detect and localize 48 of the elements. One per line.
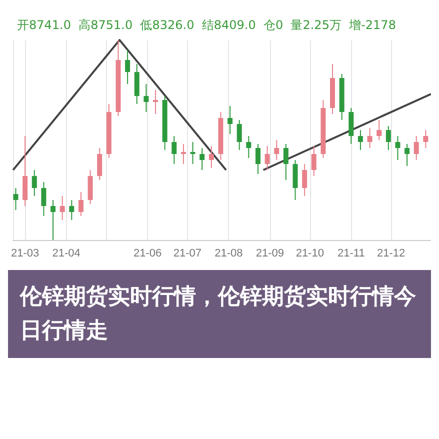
candlestick <box>358 130 363 150</box>
x-tick-label: 21-04 <box>52 248 80 260</box>
candlestick <box>292 160 298 200</box>
candlestick <box>386 126 391 150</box>
candlestick <box>348 108 354 144</box>
x-tick-label: 21-08 <box>214 248 243 260</box>
candlestick <box>190 142 196 164</box>
candlestick <box>228 106 233 134</box>
candlestick <box>404 144 410 166</box>
candlestick <box>302 164 308 196</box>
text: 伦锌期货实时行情，伦锌期货实时行情今日行情走 <box>19 284 416 344</box>
candlestick <box>50 200 56 240</box>
candlestick <box>13 188 18 210</box>
candlestick <box>423 130 428 148</box>
candlestick <box>236 120 242 150</box>
candlestick <box>32 170 37 196</box>
candlestick <box>274 140 280 160</box>
x-tick-label: 21-03 <box>10 248 40 260</box>
candlestick <box>97 148 102 180</box>
candlestick <box>255 144 260 174</box>
candlestick <box>208 146 214 168</box>
candlestick <box>200 148 205 170</box>
candlestick <box>60 196 65 220</box>
candlestick <box>376 120 382 140</box>
x-tick-label: 21-11 <box>337 248 365 260</box>
x-tick-label: 21-10 <box>296 248 324 260</box>
x-tick-label: 21-06 <box>133 248 162 260</box>
candlestick <box>172 136 177 164</box>
candlestick <box>69 200 74 220</box>
candlestick <box>311 146 316 176</box>
x-tick-label: 21-07 <box>173 248 202 260</box>
candlestick <box>144 84 149 112</box>
candlestick <box>367 128 372 148</box>
candlestick <box>134 64 140 104</box>
candlestick <box>153 90 158 114</box>
candlestick <box>264 146 270 170</box>
x-tick-label: 21-12 <box>377 248 406 260</box>
chart-subtitle: 开8741.0 高8751.0 低8326.0 结8409.0 仓0 量2.25万 增-2178 <box>17 18 396 32</box>
x-tick-label: 21-09 <box>256 248 284 260</box>
candlestick <box>395 136 400 160</box>
candlestick <box>414 136 419 160</box>
candlestick <box>78 192 84 216</box>
candlestick <box>125 50 130 84</box>
candlestick <box>41 182 46 216</box>
candlestick <box>246 136 252 158</box>
candlestick <box>283 144 288 180</box>
candlestick <box>88 170 93 204</box>
candlestick <box>180 144 186 164</box>
